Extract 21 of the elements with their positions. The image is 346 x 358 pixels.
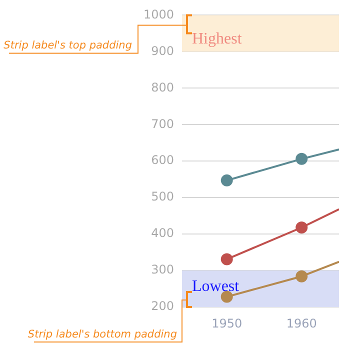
y-tick-label: 200	[151, 299, 174, 314]
point	[296, 152, 308, 165]
text: Strip label's top padding	[4, 40, 132, 52]
point	[220, 253, 233, 266]
y-tick-label: 600	[151, 153, 174, 168]
y-tick-label: 1000	[143, 7, 174, 22]
text: Strip label's bottom padding	[28, 328, 178, 340]
band-label: Highest	[192, 30, 242, 48]
y-tick-label: 400	[151, 226, 174, 240]
y-tick-label: 700	[151, 116, 174, 131]
point	[296, 270, 308, 282]
y-tick-label: 300	[151, 262, 174, 277]
point	[296, 221, 308, 234]
x-tick-label: 1950	[212, 316, 242, 330]
point	[220, 174, 233, 186]
y-tick-label: 500	[151, 190, 174, 204]
point	[220, 290, 233, 303]
y-tick-label: 800	[151, 80, 174, 94]
y-tick-label: 900	[151, 44, 174, 58]
band-label: Lowest	[192, 278, 240, 296]
x-tick-label: 1960	[286, 316, 317, 330]
